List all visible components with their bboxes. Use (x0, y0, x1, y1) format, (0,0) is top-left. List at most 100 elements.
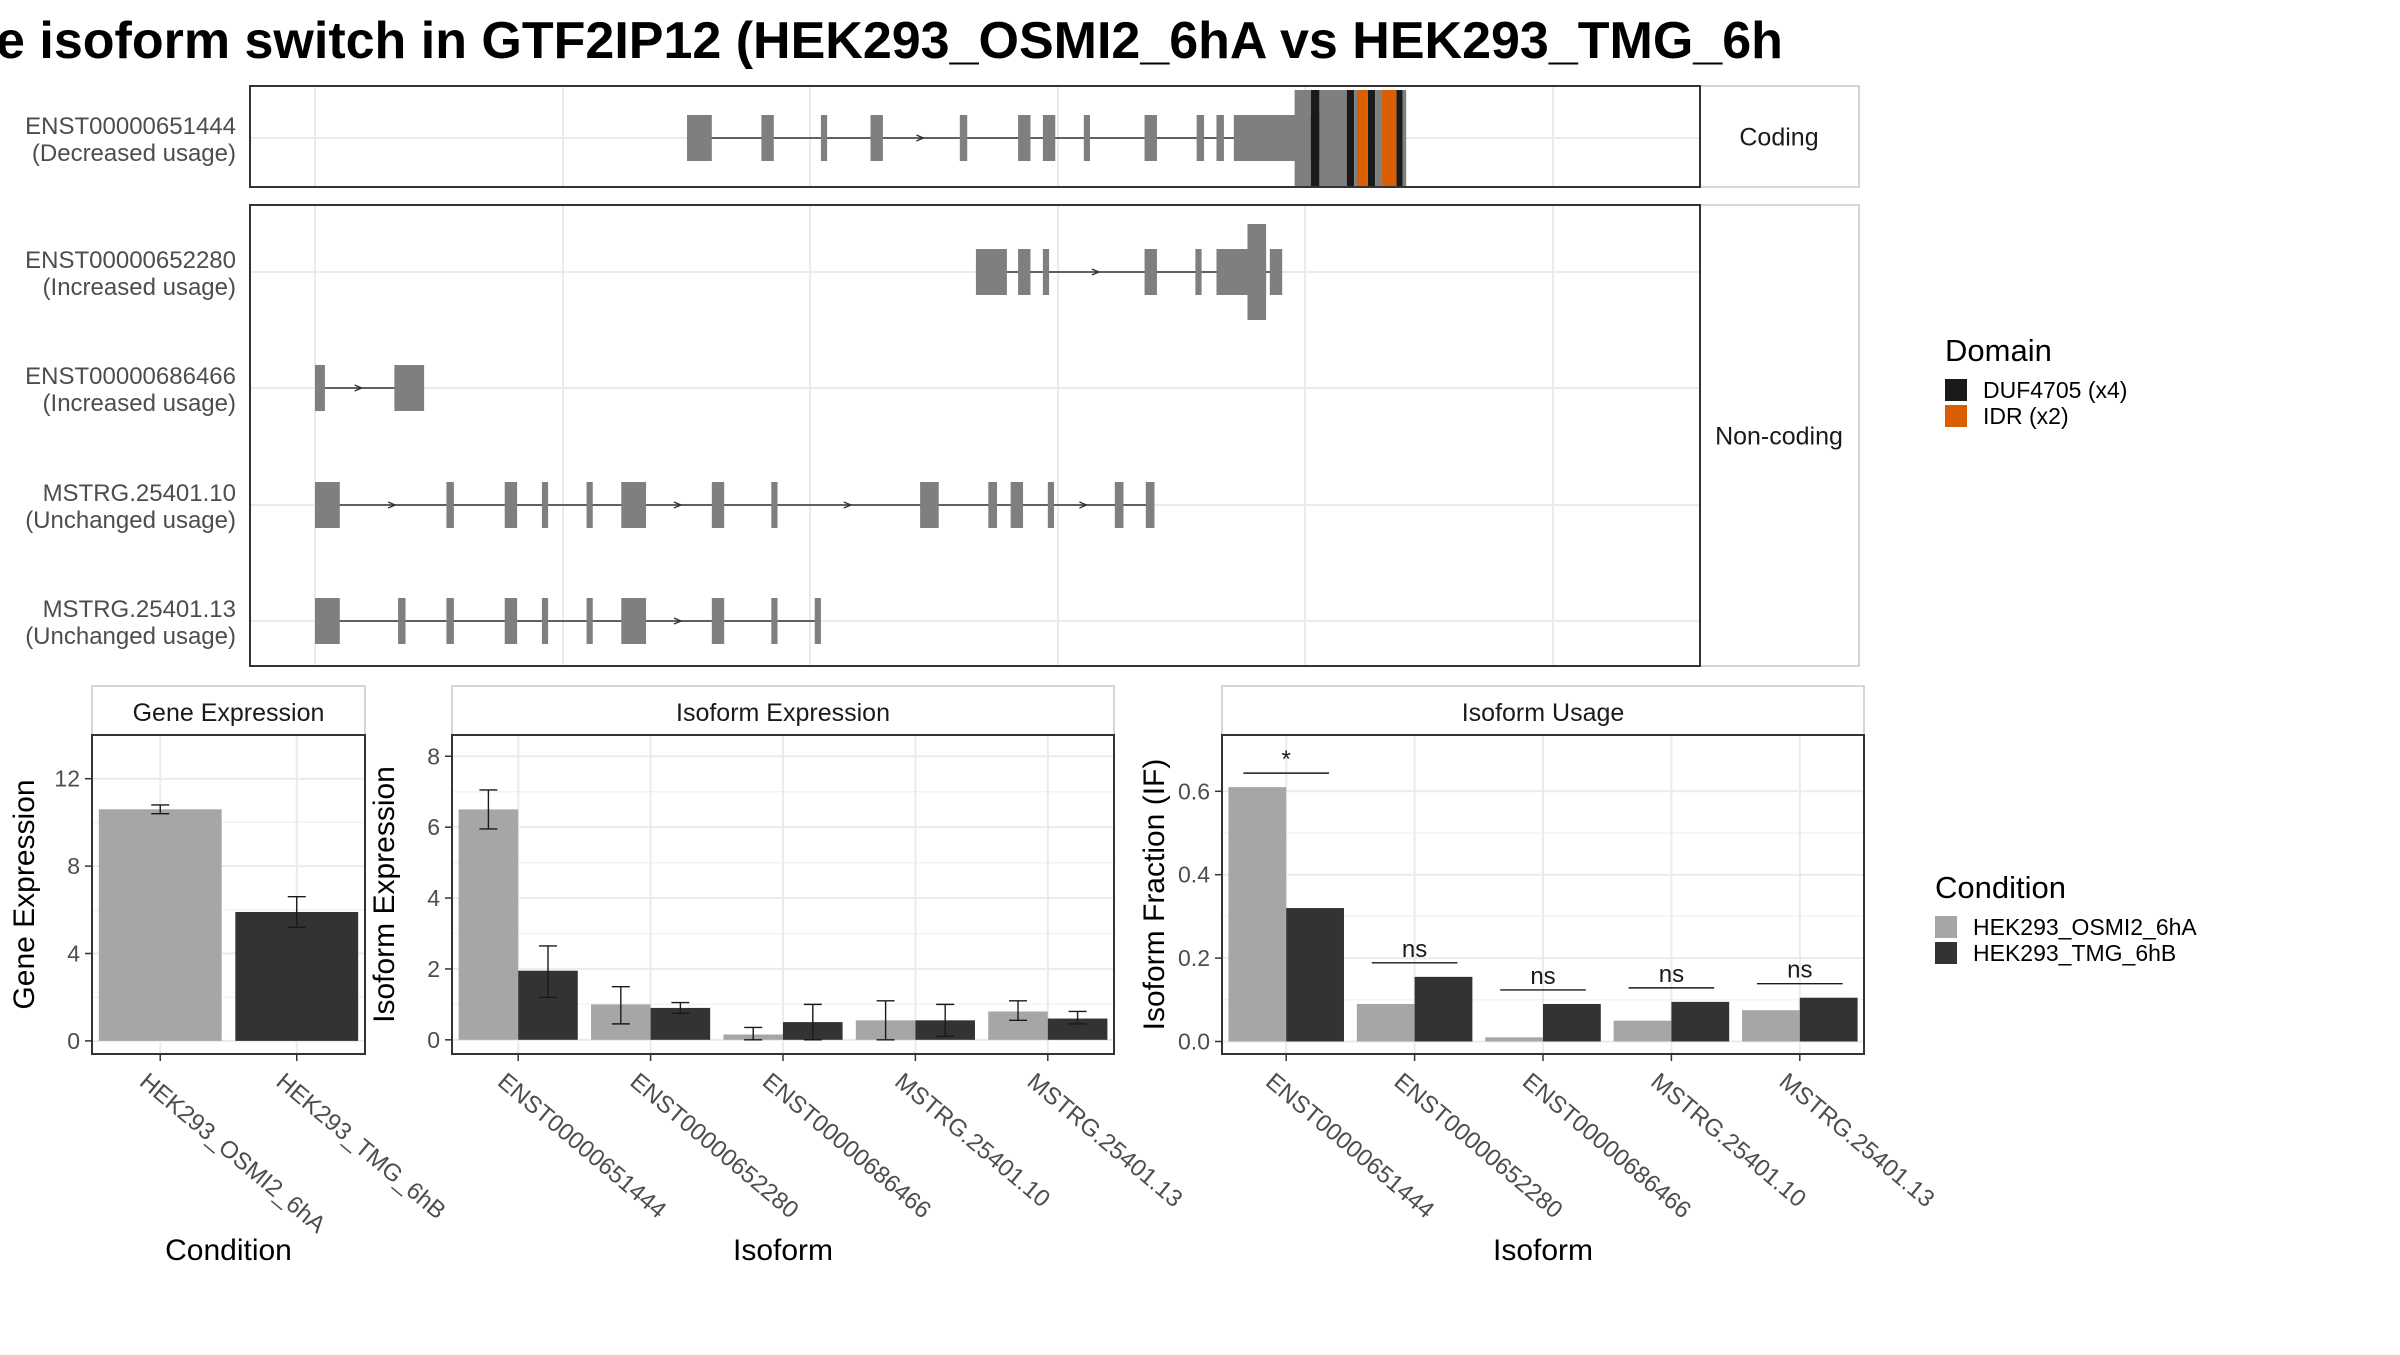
domain-block (1310, 90, 1320, 186)
significance-label: ns (1659, 961, 1684, 988)
panel-border (249, 85, 1701, 188)
strand-arrow (387, 501, 397, 509)
exon-block (586, 598, 593, 644)
panel-border (249, 204, 1701, 667)
bar (98, 809, 222, 1041)
y-tick-label: 12 (54, 766, 80, 792)
significance-label: ns (1402, 936, 1427, 963)
strand-arrow (354, 384, 364, 392)
y-axis-label: Isoform Fraction (IF) (1138, 759, 1171, 1031)
exon-block (771, 482, 778, 528)
y-axis-label: Isoform Expression (368, 766, 401, 1023)
legend-swatch (1945, 405, 1967, 427)
cds-block (1375, 90, 1382, 186)
chart-title-strip (1221, 685, 1865, 736)
legend-label: HEK293_TMG_6hB (1973, 940, 2176, 966)
exon-block (1269, 249, 1283, 295)
chart-title: Isoform Expression (676, 699, 890, 727)
exon-block (988, 482, 997, 528)
transcript-id: ENST00000686466 (25, 363, 236, 390)
bar (1742, 1010, 1800, 1042)
legend-title: Domain (1945, 333, 2052, 368)
exon-block (398, 598, 406, 644)
legend-label: IDR (x2) (1983, 403, 2069, 429)
transcript-usage: (Decreased usage) (32, 140, 236, 167)
bar (235, 911, 359, 1041)
transcript-usage: (Unchanged usage) (25, 507, 236, 534)
x-axis-label: Condition (165, 1234, 292, 1267)
exon-block (315, 482, 340, 528)
y-tick-label: 8 (67, 853, 80, 879)
legend-title: Condition (1935, 870, 2066, 905)
exon-block (446, 598, 454, 644)
exon-block (1195, 249, 1202, 295)
bar (1799, 997, 1858, 1042)
chart-title-strip (451, 685, 1115, 736)
significance-label: * (1282, 746, 1291, 773)
facet-strip (1699, 204, 1860, 667)
cds-block (1402, 90, 1407, 186)
y-tick-label: 4 (427, 885, 440, 911)
chart-title: Isoform Usage (1462, 699, 1625, 727)
y-tick-label: 2 (427, 956, 440, 982)
significance-label: ns (1787, 957, 1812, 984)
exon-block (1114, 482, 1124, 528)
domain-block (1381, 90, 1397, 186)
y-tick-label: 0.0 (1178, 1028, 1210, 1054)
facet-strip (1699, 85, 1860, 188)
bar (1228, 787, 1287, 1042)
domain-block (1367, 90, 1376, 186)
exon-block (1047, 482, 1055, 528)
cds-block (1247, 224, 1267, 320)
domain-block (1346, 90, 1355, 186)
y-tick-label: 4 (67, 940, 80, 966)
x-axis-label: Isoform (733, 1234, 833, 1267)
exon-block (504, 482, 518, 528)
bar (1414, 976, 1473, 1042)
strand-arrow (916, 134, 926, 142)
exon-block (1018, 249, 1031, 295)
exon-block (1145, 482, 1155, 528)
exon-block (711, 598, 725, 644)
domain-block (1356, 90, 1368, 186)
bar (458, 809, 519, 1040)
cds-block (1354, 90, 1358, 186)
bar (1485, 1037, 1543, 1042)
exon-block (761, 115, 774, 161)
y-tick-label: 0 (427, 1027, 440, 1053)
exon-block (920, 482, 939, 528)
legends: Domain DUF4705 (x4)IDR (x2) Condition HEK29… (1935, 333, 2197, 966)
exon-block (814, 598, 821, 644)
exon-block (870, 115, 883, 161)
exon-block (1042, 115, 1056, 161)
exon-block (394, 365, 425, 411)
exon-block (1018, 115, 1031, 161)
exon-block (446, 482, 454, 528)
transcript-usage: (Increased usage) (43, 390, 236, 417)
bar (1047, 1018, 1108, 1040)
legend-swatch (1935, 916, 1957, 938)
exon-block (1010, 482, 1024, 528)
strand-arrow (673, 501, 683, 509)
exon-block (541, 598, 549, 644)
exon-block (1083, 115, 1090, 161)
exon-block (959, 115, 968, 161)
significance-label: ns (1530, 963, 1555, 990)
exon-block (687, 115, 712, 161)
exon-block (711, 482, 725, 528)
y-tick-label: 0.4 (1178, 862, 1210, 888)
y-tick-label: 6 (427, 814, 440, 840)
exon-block (621, 482, 647, 528)
plot-border (91, 734, 366, 1055)
exon-block (1144, 249, 1157, 295)
domain-block (1396, 90, 1403, 186)
facet-label: Coding (1739, 124, 1818, 152)
bar (1286, 908, 1344, 1042)
strand-arrow (673, 617, 683, 625)
exon-block (315, 365, 325, 411)
transcript-id: MSTRG.25401.10 (43, 480, 236, 507)
legend-swatch (1935, 942, 1957, 964)
legend-label: HEK293_OSMI2_6hA (1973, 914, 2197, 940)
exon-block (771, 598, 778, 644)
